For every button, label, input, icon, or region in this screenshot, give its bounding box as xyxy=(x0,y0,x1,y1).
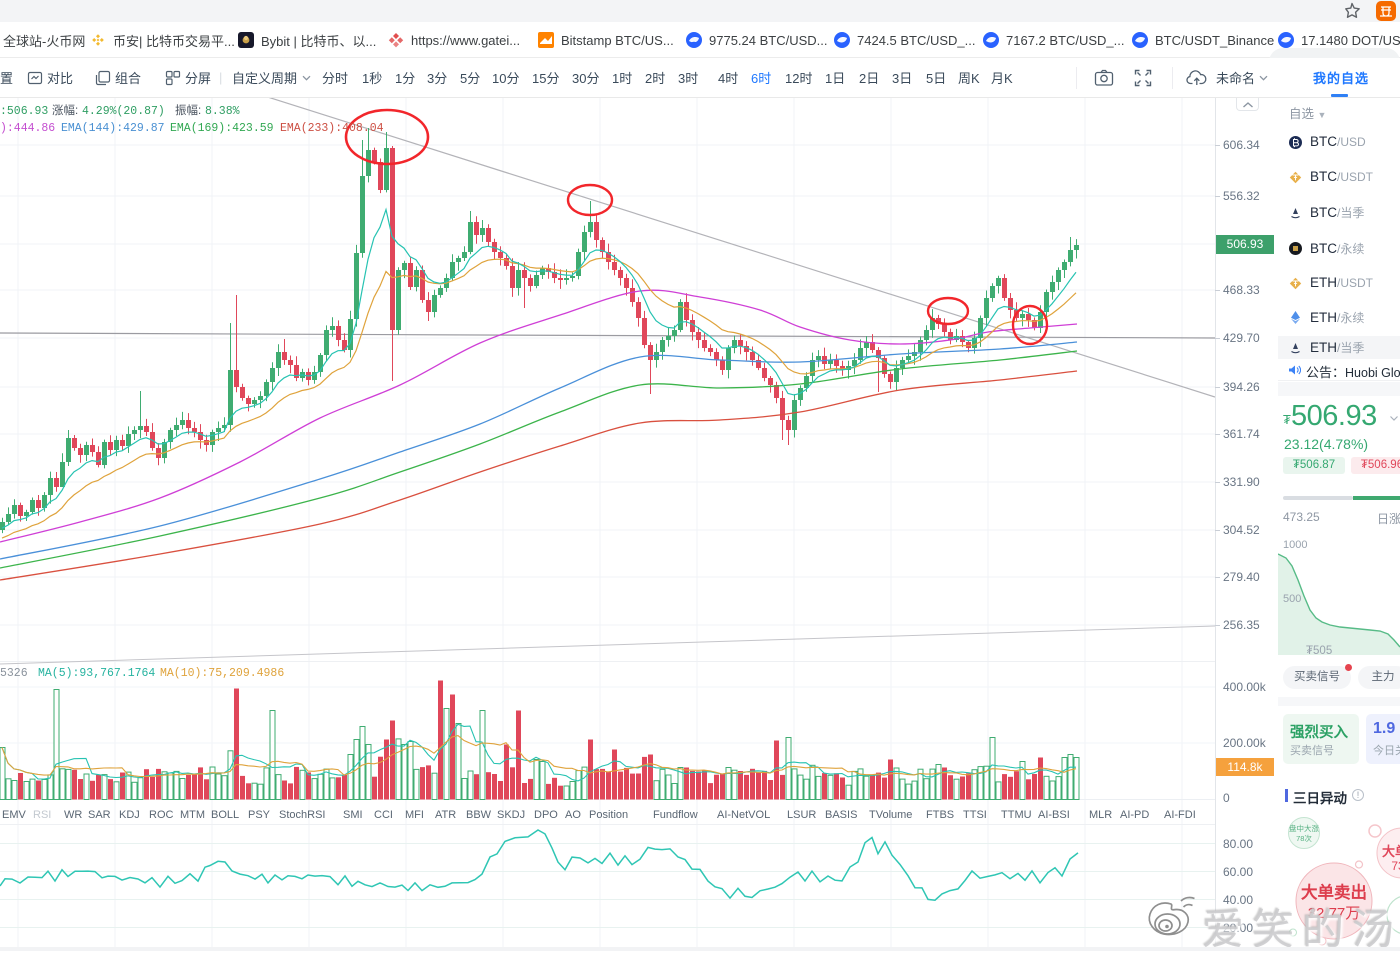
svg-text:4.29%(20.87): 4.29%(20.87) xyxy=(82,105,165,118)
svg-text:盘中大涨: 盘中大涨 xyxy=(1289,823,1319,833)
svg-text:):444.86: ):444.86 xyxy=(0,122,55,135)
svg-text:SMI: SMI xyxy=(343,809,363,821)
svg-text:EMA(144):429.87: EMA(144):429.87 xyxy=(61,122,165,135)
svg-text:BBW: BBW xyxy=(466,809,492,821)
svg-text:SKDJ: SKDJ xyxy=(497,809,525,821)
svg-text:KDJ: KDJ xyxy=(119,809,140,821)
svg-text:EMV: EMV xyxy=(2,809,27,821)
svg-text:FTBS: FTBS xyxy=(926,809,954,821)
svg-text:MA(5):93,767.1764: MA(5):93,767.1764 xyxy=(38,667,155,680)
svg-text:500: 500 xyxy=(1283,593,1301,605)
svg-text:Position: Position xyxy=(589,809,628,821)
svg-text:ATR: ATR xyxy=(435,809,456,821)
svg-text:MFI: MFI xyxy=(405,809,424,821)
svg-text:MTM: MTM xyxy=(180,809,205,821)
svg-text:CCI: CCI xyxy=(374,809,393,821)
svg-text:EMA(169):423.59: EMA(169):423.59 xyxy=(170,122,274,135)
svg-text:8.38%: 8.38% xyxy=(205,105,240,118)
svg-text:大单: 大单 xyxy=(1382,844,1400,859)
svg-text:AI-BSI: AI-BSI xyxy=(1038,809,1070,821)
svg-text:TTMU: TTMU xyxy=(1001,809,1032,821)
svg-text:EMA(233):408.04: EMA(233):408.04 xyxy=(280,122,384,135)
svg-text:73: 73 xyxy=(1391,859,1400,873)
svg-text:TVolume: TVolume xyxy=(869,809,912,821)
svg-text:AI-FDI: AI-FDI xyxy=(1164,809,1196,821)
svg-text::506.93: :506.93 xyxy=(0,105,48,118)
svg-text:RSI: RSI xyxy=(33,809,51,821)
svg-text:LSUR: LSUR xyxy=(787,809,816,821)
svg-text:BASIS: BASIS xyxy=(825,809,857,821)
svg-text:AO: AO xyxy=(565,809,581,821)
svg-text:5326: 5326 xyxy=(0,667,28,680)
svg-text:AI-NetVOL: AI-NetVOL xyxy=(717,809,770,821)
svg-text:BOLL: BOLL xyxy=(211,809,239,821)
svg-text:DPO: DPO xyxy=(534,809,558,821)
svg-text:MLR: MLR xyxy=(1089,809,1112,821)
svg-text:大单卖出: 大单卖出 xyxy=(1301,882,1367,902)
svg-text:涨幅:: 涨幅: xyxy=(52,104,78,117)
svg-text:MA(10):75,209.4986: MA(10):75,209.4986 xyxy=(160,667,284,680)
svg-text:ROC: ROC xyxy=(149,809,174,821)
svg-text:StochRSI: StochRSI xyxy=(279,809,325,821)
svg-text:1000: 1000 xyxy=(1283,539,1307,551)
svg-text:AI-PD: AI-PD xyxy=(1120,809,1149,821)
svg-text:TTSI: TTSI xyxy=(963,809,987,821)
svg-text:WR: WR xyxy=(64,809,82,821)
svg-text:Fundflow: Fundflow xyxy=(653,809,698,821)
svg-text:32.77万: 32.77万 xyxy=(1308,905,1361,922)
svg-text:SAR: SAR xyxy=(88,809,111,821)
svg-text:78次: 78次 xyxy=(1296,833,1312,843)
svg-text:PSY: PSY xyxy=(248,809,271,821)
svg-text:振幅:: 振幅: xyxy=(175,103,201,117)
